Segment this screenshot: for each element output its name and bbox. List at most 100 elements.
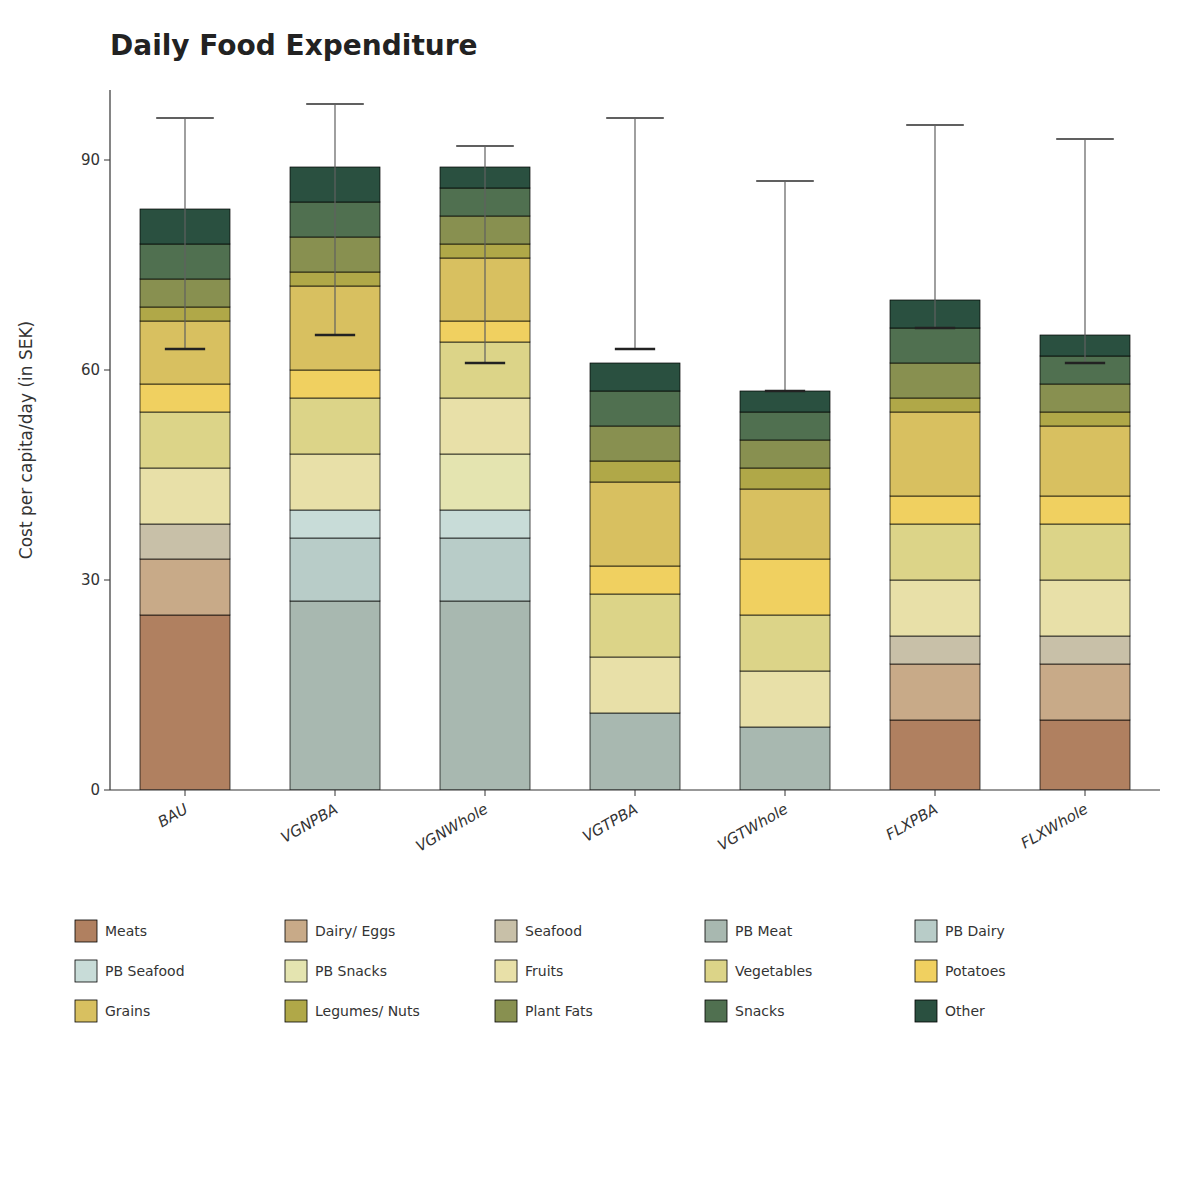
bar-segment — [740, 489, 830, 559]
y-tick — [104, 790, 110, 791]
legend-swatch — [705, 920, 727, 942]
legend-label: PB Snacks — [315, 963, 387, 979]
x-tick — [335, 790, 336, 796]
y-tick-label: 30 — [81, 571, 100, 589]
bar-segment — [740, 412, 830, 440]
title: Daily Food Expenditure — [110, 29, 478, 62]
bar-segment — [1040, 412, 1130, 426]
bar-segment — [890, 496, 980, 524]
bar-segment — [140, 559, 230, 615]
error-cap-upper — [906, 124, 964, 126]
error-cap-upper — [456, 145, 514, 147]
bar-segment — [1040, 720, 1130, 790]
bar-segment — [590, 391, 680, 426]
x-tick-label: VGTPBA — [579, 800, 641, 846]
error-bar — [156, 118, 214, 349]
y-tick — [104, 580, 110, 581]
y-tick — [104, 160, 110, 161]
legend-label: Other — [945, 1003, 985, 1019]
y-axis-label: Cost per capita/day (in SEK) — [16, 321, 36, 559]
x-tick-label: BAU — [155, 800, 191, 831]
error-cap-mean — [615, 348, 655, 351]
bar-segment — [740, 440, 830, 468]
bar-segment — [440, 510, 530, 538]
legend-label: PB Meat — [735, 923, 793, 939]
bars — [140, 104, 1130, 790]
bar-segment — [890, 524, 980, 580]
legend-label: PB Seafood — [105, 963, 185, 979]
x-tick — [1085, 790, 1086, 796]
bar-segment — [590, 566, 680, 594]
error-cap-upper — [606, 117, 664, 119]
legend-label: Fruits — [525, 963, 563, 979]
error-whisker — [934, 125, 935, 328]
legend-swatch — [75, 920, 97, 942]
bar-segment — [740, 615, 830, 671]
error-whisker — [784, 181, 785, 391]
bar-segment — [740, 559, 830, 615]
legend-swatch — [705, 1000, 727, 1022]
error-cap-mean — [1065, 362, 1105, 365]
error-cap-upper — [306, 103, 364, 105]
x-tick — [785, 790, 786, 796]
error-bar — [306, 104, 364, 335]
error-cap-upper — [156, 117, 214, 119]
error-bar — [906, 125, 964, 328]
bar-segment — [440, 601, 530, 790]
bar-segment — [440, 538, 530, 601]
error-whisker — [634, 118, 635, 349]
bar-segment — [890, 412, 980, 496]
bar-segment — [590, 657, 680, 713]
error-whisker — [184, 118, 185, 349]
legend-swatch — [75, 960, 97, 982]
bar-segment — [1040, 384, 1130, 412]
bar-segment — [890, 328, 980, 363]
legend-label: Vegetables — [735, 963, 812, 979]
legend-label: Potatoes — [945, 963, 1006, 979]
x-tick-label: FLXPBA — [883, 800, 941, 844]
bar-segment — [590, 426, 680, 461]
error-whisker — [484, 146, 485, 363]
bar-segment — [140, 468, 230, 524]
y-tick-label: 90 — [81, 151, 100, 169]
bar-segment — [140, 524, 230, 559]
y-axis-line — [109, 90, 110, 790]
bar-segment — [740, 727, 830, 790]
legend-label: Plant Fats — [525, 1003, 593, 1019]
error-whisker — [1084, 139, 1085, 363]
x-tick-label: VGNWhole — [413, 800, 491, 856]
x-tick-label: FLXWhole — [1018, 800, 1091, 853]
error-bar — [1056, 139, 1114, 363]
bar-segment — [1040, 636, 1130, 664]
legend-label: PB Dairy — [945, 923, 1005, 939]
bar-segment — [140, 412, 230, 468]
bar-segment — [740, 671, 830, 727]
error-bar — [606, 118, 664, 349]
error-cap-upper — [756, 180, 814, 182]
legend-label: Snacks — [735, 1003, 784, 1019]
bar-segment — [890, 363, 980, 398]
error-cap-mean — [315, 334, 355, 337]
error-whisker — [334, 104, 335, 335]
y-tick-label: 60 — [81, 361, 100, 379]
bar-segment — [1040, 664, 1130, 720]
bar-segment — [140, 384, 230, 412]
bar-segment — [590, 363, 680, 391]
legend-label: Legumes/ Nuts — [315, 1003, 420, 1019]
legend-swatch — [495, 1000, 517, 1022]
legend-swatch — [285, 1000, 307, 1022]
x-tick — [485, 790, 486, 796]
error-bar — [756, 181, 814, 391]
bar-segment — [140, 615, 230, 790]
error-cap-mean — [765, 390, 805, 393]
error-cap-mean — [465, 362, 505, 365]
legend-swatch — [705, 960, 727, 982]
error-cap-mean — [165, 348, 205, 351]
bar-segment — [890, 720, 980, 790]
legend-swatch — [915, 1000, 937, 1022]
legend-label: Seafood — [525, 923, 582, 939]
legend-label: Grains — [105, 1003, 150, 1019]
bar-segment — [740, 391, 830, 412]
bar-segment — [740, 468, 830, 489]
bar-segment — [1040, 580, 1130, 636]
